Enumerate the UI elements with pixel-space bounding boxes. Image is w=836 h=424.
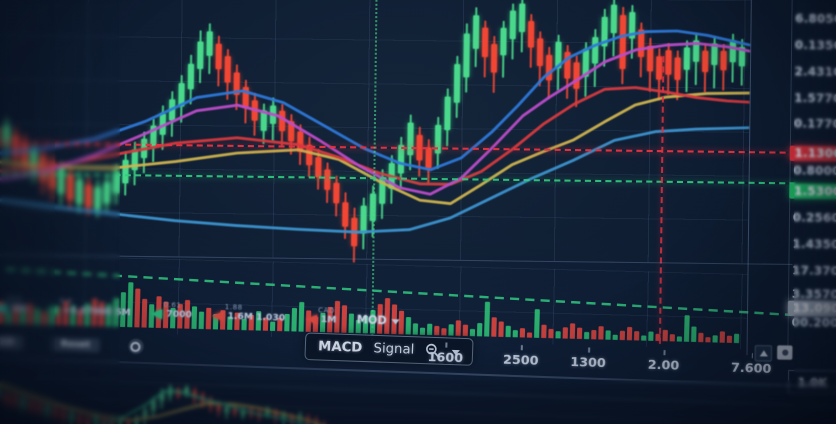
price-axis-label[interactable]: 6.8050 — [795, 10, 836, 26]
time-axis-label: 2500 — [502, 351, 539, 369]
price-axis-label[interactable]: 1.4350 — [792, 236, 836, 252]
time-axis-label: 2.00 — [647, 356, 680, 374]
upload-icon[interactable] — [754, 345, 773, 362]
camera-icon[interactable] — [777, 345, 793, 360]
price-axis-label[interactable]: 17.370 — [792, 262, 836, 278]
price-axis-label[interactable]: 0.1350 — [794, 37, 836, 53]
axis-mini-icons — [754, 345, 793, 362]
time-axis-label: 7.600 — [730, 359, 772, 377]
price-axis-label[interactable]: 1.5770 — [794, 90, 836, 106]
price-axis[interactable]: 6.8050 0.1350 2.4310 1.5770 0.1770 1.1300 0.80… — [787, 3, 836, 345]
time-axis-label: 1300 — [570, 353, 607, 371]
price-axis-label[interactable]: 1.5300 — [789, 183, 836, 200]
price-axis-label[interactable]: 0.1770 — [793, 116, 836, 131]
time-axis-label: 1600 — [427, 348, 464, 366]
price-axis-label[interactable]: 0.8000 — [793, 162, 836, 178]
price-axis-label[interactable]: 1.1300 — [789, 145, 836, 162]
price-axis-label[interactable]: 00.200 — [791, 314, 836, 330]
price-axis-label[interactable]: 2.4310 — [794, 64, 836, 79]
price-axis-label[interactable]: 0.2560 — [792, 209, 836, 225]
